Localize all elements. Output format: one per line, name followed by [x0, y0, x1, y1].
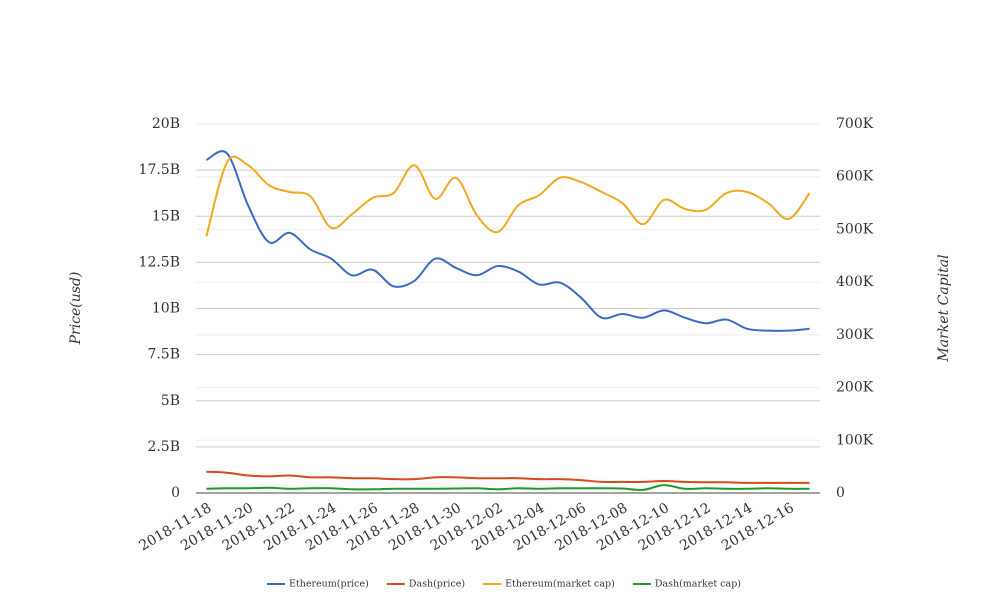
y2-tick-label: 400K	[836, 274, 874, 290]
y2-tick-label: 100K	[836, 432, 874, 448]
y2-tick-label: 0	[836, 485, 845, 501]
y-tick-label: 15B	[152, 208, 180, 224]
y-tick-label: 20B	[152, 116, 180, 132]
y2-tick-label: 200K	[836, 380, 874, 396]
y2-tick-label: 700K	[836, 116, 874, 132]
series-line	[206, 470, 810, 484]
legend-label: Ethereum(market cap)	[505, 579, 615, 590]
y2-tick-label: 500K	[836, 221, 874, 237]
legend-label: Dash(price)	[409, 579, 465, 590]
y2-tick-label: 300K	[836, 327, 874, 343]
series-line	[206, 484, 810, 491]
y-tick-label: 2.5B	[147, 439, 180, 455]
y2-axis-title: Market Capital	[936, 254, 952, 362]
legend-label: Dash(market cap)	[655, 579, 741, 590]
y-tick-label: 12.5B	[139, 254, 180, 270]
y-tick-label: 5B	[161, 393, 180, 409]
y2-tick-label: 600K	[836, 169, 874, 185]
series-line	[205, 150, 810, 332]
y-tick-label: 17.5B	[139, 162, 180, 178]
legend: Ethereum(price) Dash(price) Ethereum(marke…	[267, 579, 741, 590]
legend-label: Ethereum(price)	[289, 579, 369, 590]
series-line	[205, 155, 811, 237]
y-tick-label: 7.5B	[147, 347, 180, 363]
y-tick-label: 10B	[152, 301, 180, 317]
y-tick-label: 0	[171, 485, 180, 501]
y-axis-title: Price(usd)	[68, 272, 84, 346]
